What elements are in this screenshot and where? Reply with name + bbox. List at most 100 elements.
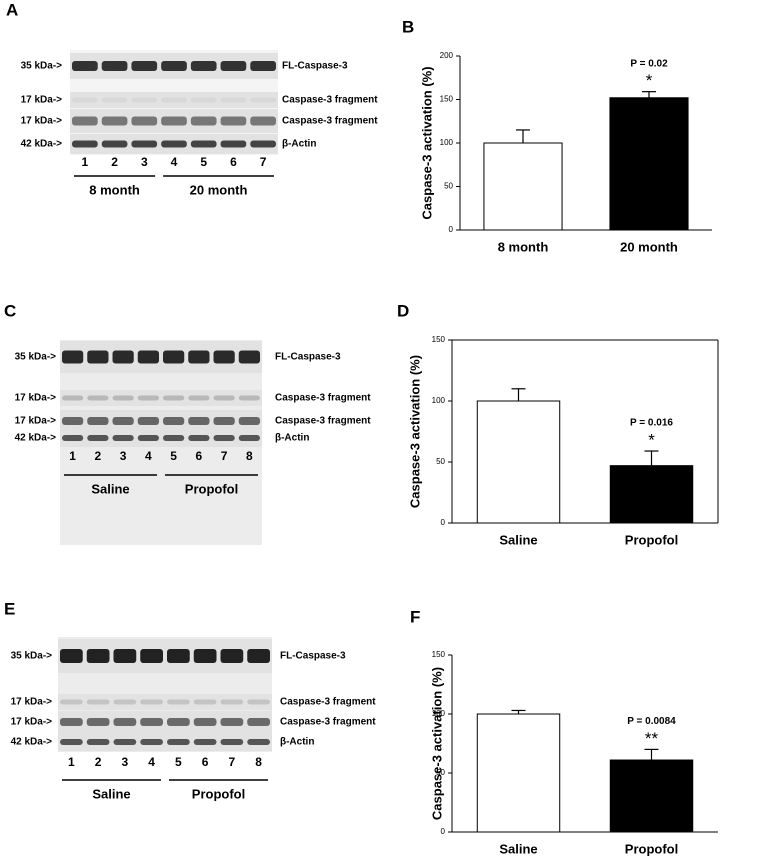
blot-band	[101, 140, 128, 148]
protein-label: β-Actin	[280, 737, 314, 748]
blot-band	[188, 350, 210, 364]
blot-band	[163, 435, 185, 441]
lane-label: 2	[95, 449, 102, 463]
protein-label: FL-Caspase-3	[280, 651, 346, 662]
blot-band	[137, 435, 159, 441]
lane-label: 6	[230, 155, 237, 169]
blot-strip	[58, 733, 272, 751]
blot-band	[62, 395, 84, 401]
blot-band	[163, 350, 185, 364]
x-tick-label: Propofol	[625, 532, 678, 547]
group-label: Propofol	[192, 786, 245, 801]
blot-band	[220, 97, 247, 103]
blot-band	[193, 699, 217, 705]
blot-band	[101, 97, 128, 103]
blot-band	[87, 395, 109, 401]
blot-band	[101, 116, 128, 126]
lane-label: 4	[148, 755, 155, 769]
x-tick-label: Saline	[499, 532, 537, 547]
y-tick-label: 100	[440, 138, 454, 147]
marker-label: 35 kDa->	[15, 352, 57, 363]
blot-band	[72, 140, 98, 148]
annotation: P = 0.0084	[627, 716, 676, 727]
blot-strip	[58, 694, 272, 710]
blot-band	[213, 395, 235, 401]
marker-label: 17 kDa->	[15, 393, 57, 404]
blot-band	[86, 718, 110, 726]
blot-band	[60, 649, 83, 663]
panel-letter: E	[4, 599, 15, 618]
blot-band	[220, 739, 244, 745]
blot-band	[161, 140, 187, 148]
blot-band	[220, 116, 247, 126]
blot-band	[87, 417, 109, 425]
blot-band	[188, 435, 210, 441]
blot-band	[247, 718, 270, 726]
blot-band	[62, 435, 84, 441]
blot-band	[131, 140, 158, 148]
lane-label: 5	[200, 155, 207, 169]
y-tick-label: 100	[432, 396, 446, 405]
blot-band	[213, 417, 235, 425]
blot-band	[131, 97, 158, 103]
blot-band	[190, 61, 217, 71]
blot-band	[188, 417, 210, 425]
blot-band	[220, 649, 244, 663]
group-label: 8 month	[89, 182, 140, 197]
blot-band	[213, 435, 235, 441]
significance: *	[646, 71, 653, 90]
blot-band	[86, 739, 110, 745]
blot-band	[161, 97, 187, 103]
blot-band	[112, 395, 134, 401]
blot-band	[113, 699, 137, 705]
lane-label: 3	[122, 755, 129, 769]
lane-label: 5	[170, 449, 177, 463]
y-axis-label: Caspase-3 activation (%)	[419, 66, 434, 219]
protein-label: Caspase-3 fragment	[282, 116, 378, 127]
lane-label: 1	[69, 449, 76, 463]
bar	[476, 400, 561, 524]
blot-band	[87, 435, 109, 441]
protein-label: Caspase-3 fragment	[280, 717, 376, 728]
protein-label: β-Actin	[282, 139, 316, 150]
blot-band	[167, 699, 190, 705]
blot-band	[188, 395, 210, 401]
panel-letter: B	[402, 17, 414, 36]
blot-strip	[60, 429, 262, 447]
bar	[609, 759, 694, 833]
lane-label: 7	[221, 449, 228, 463]
blot-band	[112, 350, 134, 364]
blot-band	[86, 699, 110, 705]
marker-label: 17 kDa->	[21, 95, 63, 106]
blot-strip	[58, 711, 272, 733]
blot-band	[163, 417, 185, 425]
blot-band	[190, 97, 217, 103]
panel-letter: F	[410, 607, 420, 626]
lane-label: 2	[111, 155, 118, 169]
blot-band	[87, 350, 109, 364]
group-label: Saline	[91, 481, 129, 496]
blot-band	[60, 699, 83, 705]
lane-label: 4	[145, 449, 152, 463]
y-tick-label: 200	[440, 51, 454, 60]
blot-band	[213, 350, 235, 364]
blot-band	[190, 140, 217, 148]
lane-label: 6	[196, 449, 203, 463]
lane-label: 1	[82, 155, 89, 169]
blot-band	[131, 61, 158, 71]
blot-band	[140, 649, 163, 663]
lane-label: 8	[246, 449, 253, 463]
blot-band	[131, 116, 158, 126]
blot-band	[60, 718, 83, 726]
y-tick-label: 0	[441, 827, 446, 836]
lane-label: 2	[95, 755, 102, 769]
bar	[483, 142, 563, 231]
lane-label: 8	[255, 755, 262, 769]
blot-band	[220, 140, 247, 148]
blot-band	[238, 350, 260, 364]
lane-label: 3	[120, 449, 127, 463]
protein-label: FL-Caspase-3	[282, 61, 348, 72]
blot-band	[250, 97, 276, 103]
y-tick-label: 0	[449, 225, 454, 234]
blot-band	[193, 718, 217, 726]
